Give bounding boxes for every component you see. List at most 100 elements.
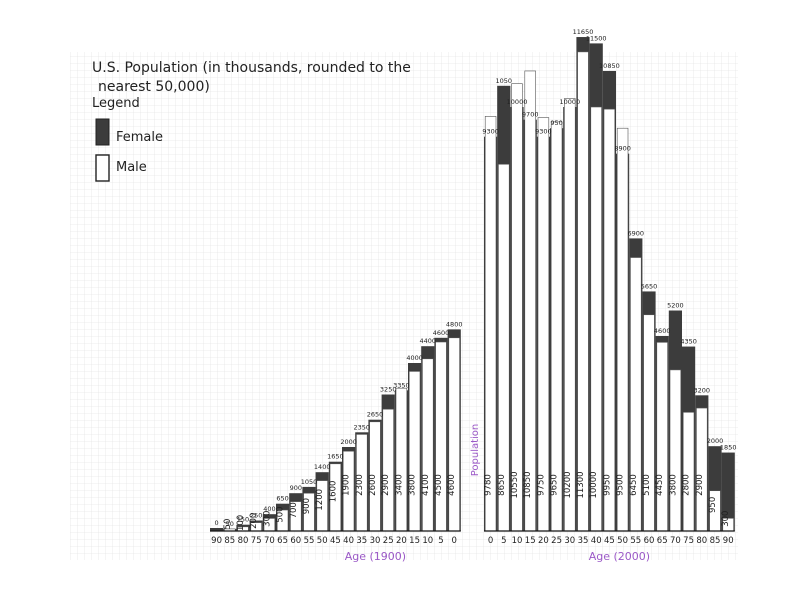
female-total-label: 9300 xyxy=(482,128,499,136)
male-value-label: 9780 xyxy=(484,474,494,496)
x-tick-label: 75 xyxy=(683,536,694,546)
female-total-label: 1400 xyxy=(314,463,331,471)
x-tick-label: 15 xyxy=(525,536,536,546)
x-tick-label: 15 xyxy=(409,536,420,546)
female-total-label: 4400 xyxy=(420,337,437,345)
chart-title-line-2: nearest 50,000) xyxy=(98,79,210,95)
female-total-label: 650 xyxy=(276,495,288,503)
male-value-label: 4500 xyxy=(434,474,444,496)
female-total-label: 9700 xyxy=(522,111,539,119)
bars-layer xyxy=(210,37,735,532)
male-value-label: 3800 xyxy=(408,474,418,496)
bar-male-0-25 xyxy=(382,408,394,532)
bar-male-1-20 xyxy=(537,117,550,532)
x-tick-label: 90 xyxy=(211,536,222,546)
x-tick-label: 45 xyxy=(604,536,615,546)
male-value-label: 1200 xyxy=(315,489,325,511)
male-value-label: 2600 xyxy=(368,474,378,496)
bar-male-1-75 xyxy=(682,411,695,532)
x-tick-label: 40 xyxy=(591,536,602,546)
x-tick-label: 85 xyxy=(710,536,721,546)
female-total-label: 2650 xyxy=(367,411,384,419)
male-value-label: 1900 xyxy=(342,474,352,496)
legend-label-female: Female xyxy=(116,130,163,145)
legend: Legend Female Male xyxy=(92,96,163,182)
bar-male-1-45 xyxy=(603,108,616,532)
x-tick-label: 75 xyxy=(251,536,262,546)
male-value-label: 10200 xyxy=(563,471,573,498)
male-value-label: 300 xyxy=(721,511,731,527)
female-total-label: 5650 xyxy=(641,282,658,290)
labels-layer: 0905050851001508020025075300400705006506… xyxy=(211,28,736,563)
female-total-label: 1850 xyxy=(720,444,737,452)
female-total-label: 3350 xyxy=(393,381,410,389)
x-tick-label: 10 xyxy=(512,536,523,546)
x-tick-label: 30 xyxy=(564,536,575,546)
female-total-label: 4800 xyxy=(446,320,463,328)
male-value-label: 3400 xyxy=(394,474,404,496)
male-value-label: 900 xyxy=(302,498,312,514)
x-tick-label: 60 xyxy=(290,536,301,546)
x-tick-label: 50 xyxy=(317,536,328,546)
male-value-label: 200 xyxy=(249,513,259,529)
female-total-label: 4600 xyxy=(654,327,671,335)
bar-male-1-50 xyxy=(616,127,629,532)
male-value-label: 9500 xyxy=(616,474,626,496)
male-value-label: 8650 xyxy=(497,474,507,496)
male-value-label: 1600 xyxy=(328,481,338,503)
female-total-label: 3250 xyxy=(380,386,397,394)
x-tick-label: 20 xyxy=(538,536,549,546)
x-tick-label: 70 xyxy=(670,536,681,546)
x-tick-label: 50 xyxy=(617,536,628,546)
male-value-label: 6450 xyxy=(629,474,639,496)
x-tick-label: 5 xyxy=(501,536,506,546)
male-value-label: 5100 xyxy=(642,474,652,496)
x-tick-label: 20 xyxy=(396,536,407,546)
female-total-label: 10000 xyxy=(559,98,580,106)
x-tick-label: 70 xyxy=(264,536,275,546)
female-total-label: 0 xyxy=(215,519,219,527)
male-value-label: 700 xyxy=(289,502,299,518)
female-total-label: 2350 xyxy=(354,423,371,431)
female-total-label: 1050 xyxy=(496,77,513,85)
bar-male-1-10 xyxy=(511,83,523,532)
male-value-label: 9650 xyxy=(550,474,560,496)
bar-male-1-0 xyxy=(484,116,497,532)
x-tick-label: 65 xyxy=(657,536,668,546)
female-total-label: 900 xyxy=(290,484,302,492)
x-tick-label: 0 xyxy=(451,536,456,546)
x-tick-label: 30 xyxy=(370,536,381,546)
female-total-label: 3200 xyxy=(694,386,711,394)
bar-male-1-60 xyxy=(643,314,655,532)
x-tick-label: 0 xyxy=(488,536,493,546)
female-total-label: 8900 xyxy=(614,145,631,153)
bar-male-1-25 xyxy=(550,121,563,532)
bar-male-1-35 xyxy=(577,51,589,532)
male-value-label: 500 xyxy=(276,506,286,522)
female-total-label: 4600 xyxy=(433,329,450,337)
bar-male-1-80 xyxy=(696,407,708,532)
female-total-label: 11500 xyxy=(586,34,607,42)
male-value-label: 2800 xyxy=(682,474,692,496)
x-tick-label: 55 xyxy=(630,536,641,546)
x-axis-label-1: Age (2000) xyxy=(589,550,650,563)
chart-title: U.S. Population (in thousands, rounded t… xyxy=(92,60,411,95)
male-value-label: 2900 xyxy=(381,474,391,496)
x-tick-label: 90 xyxy=(723,536,734,546)
male-value-label: 2300 xyxy=(355,474,365,496)
x-tick-label: 85 xyxy=(224,536,235,546)
female-total-label: 9300 xyxy=(535,128,552,136)
x-tick-label: 35 xyxy=(578,536,589,546)
female-total-label: 11650 xyxy=(573,28,594,36)
chart-title-line-1: U.S. Population (in thousands, rounded t… xyxy=(92,60,411,76)
bar-male-0-0 xyxy=(448,337,460,532)
x-tick-label: 55 xyxy=(304,536,315,546)
x-tick-label: 25 xyxy=(383,536,394,546)
male-value-label: 4100 xyxy=(421,474,431,496)
bar-male-0-20 xyxy=(395,387,408,532)
center-population-label: Population xyxy=(470,424,481,477)
male-value-label: 3800 xyxy=(668,474,678,496)
bar-male-1-70 xyxy=(669,369,682,532)
male-value-label: 2900 xyxy=(695,474,705,496)
x-tick-label: 40 xyxy=(343,536,354,546)
